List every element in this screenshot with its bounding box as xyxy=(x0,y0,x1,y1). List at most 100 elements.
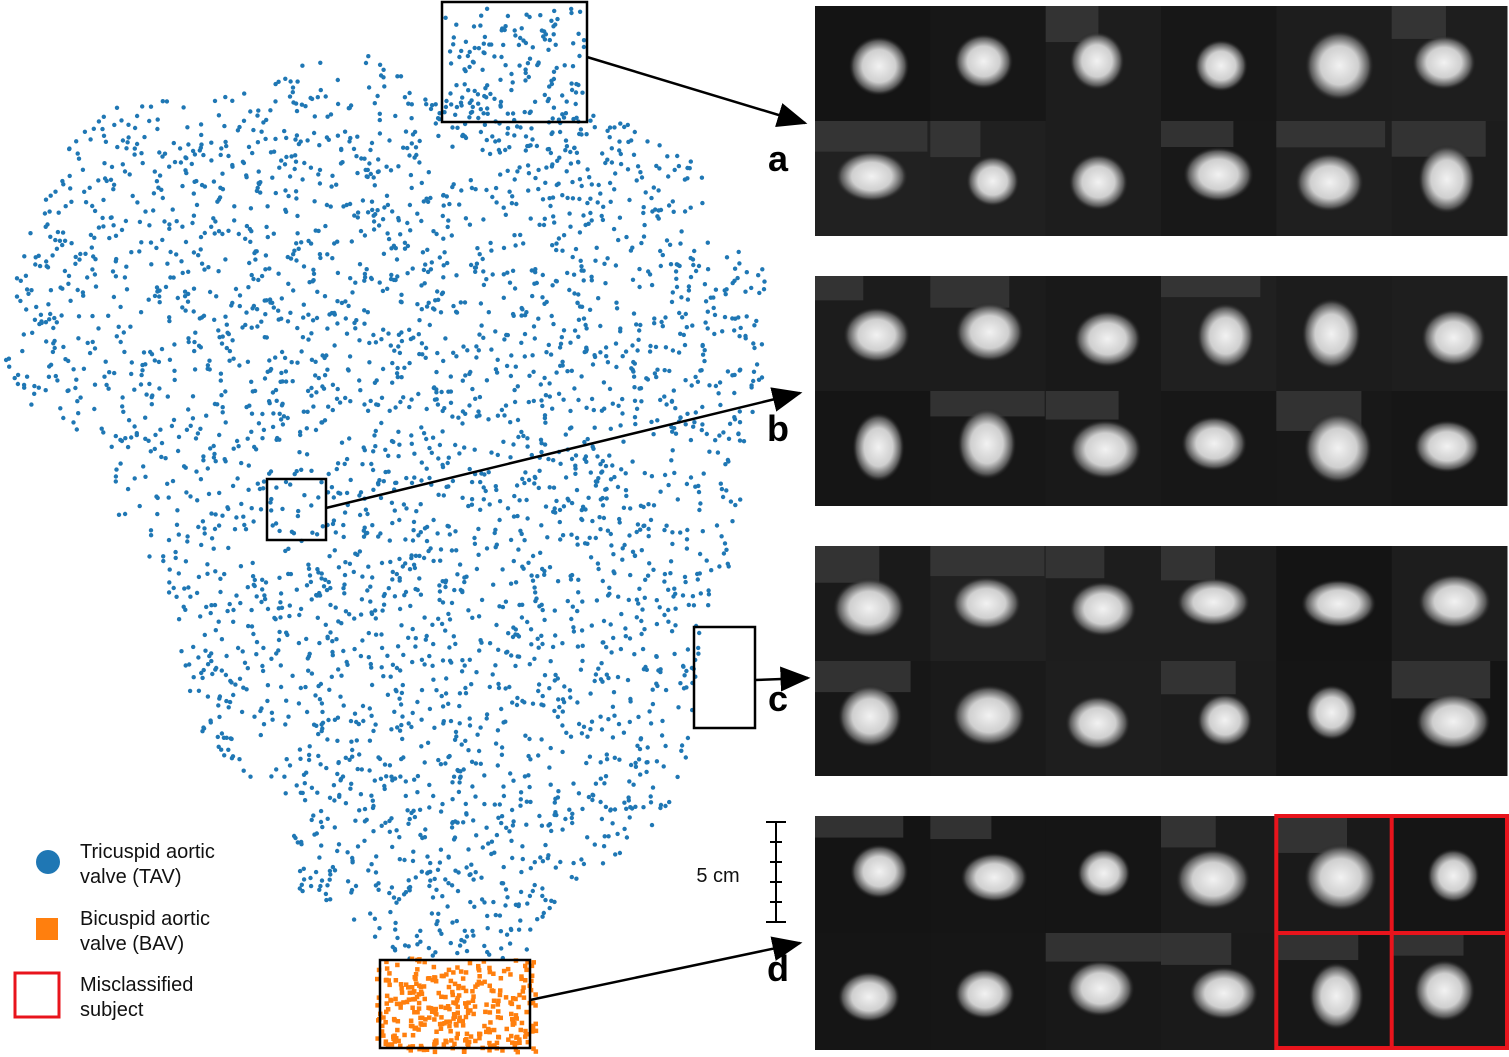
tav-point xyxy=(474,833,479,838)
tav-point xyxy=(576,577,581,582)
tav-point xyxy=(244,310,249,315)
tav-point xyxy=(525,61,531,66)
bav-point xyxy=(497,992,503,998)
tav-point xyxy=(448,400,454,405)
tav-point xyxy=(269,496,274,502)
tav-point xyxy=(353,883,359,889)
tav-point xyxy=(352,711,358,716)
tav-point xyxy=(325,367,330,372)
tav-point xyxy=(532,481,537,486)
bav-point xyxy=(394,1036,399,1041)
tav-point xyxy=(607,125,613,130)
tav-point xyxy=(207,358,212,363)
tav-point xyxy=(676,350,682,355)
tav-point xyxy=(558,461,563,466)
tav-point xyxy=(437,255,442,260)
bav-point xyxy=(421,984,427,989)
tav-point xyxy=(335,299,340,304)
tav-point xyxy=(209,511,214,516)
tav-point xyxy=(395,374,400,380)
tav-point xyxy=(235,476,240,481)
tav-point xyxy=(185,539,190,544)
tav-point xyxy=(468,110,474,116)
tav-point xyxy=(22,254,27,259)
tav-point xyxy=(309,96,315,102)
bav-point xyxy=(488,1043,493,1049)
tav-point xyxy=(482,943,487,949)
tav-point xyxy=(220,171,225,176)
tav-point xyxy=(415,773,421,779)
tav-point xyxy=(371,803,376,809)
tav-point xyxy=(600,578,605,584)
tav-point xyxy=(132,387,137,392)
tav-point xyxy=(709,568,714,573)
tav-point xyxy=(521,241,526,246)
tav-point xyxy=(387,138,392,143)
tav-point xyxy=(498,99,504,105)
bav-point xyxy=(381,1015,386,1020)
tav-point xyxy=(354,154,359,159)
tav-point xyxy=(542,301,547,306)
tav-point xyxy=(280,422,286,427)
tav-point xyxy=(658,397,663,403)
tav-point xyxy=(580,517,585,523)
thumbnail-shade xyxy=(1161,933,1232,965)
tav-point xyxy=(605,157,610,162)
tav-point xyxy=(408,172,414,178)
tav-point xyxy=(545,147,550,152)
tav-point xyxy=(506,631,511,636)
tav-point xyxy=(684,668,689,674)
tav-point xyxy=(278,591,284,596)
tav-point xyxy=(655,683,660,689)
tav-point xyxy=(584,405,589,410)
tav-point xyxy=(58,406,63,411)
tav-point xyxy=(448,718,454,724)
tav-point xyxy=(486,417,491,422)
tav-point xyxy=(183,308,188,313)
tav-point xyxy=(495,413,501,418)
tav-point xyxy=(501,272,506,277)
bav-point xyxy=(406,985,411,990)
tav-point xyxy=(600,679,605,684)
valve-blob xyxy=(1305,30,1374,101)
tav-point xyxy=(354,318,359,323)
bav-point xyxy=(508,972,513,977)
tav-point xyxy=(436,297,441,302)
tav-point xyxy=(307,573,313,578)
tav-point xyxy=(628,762,634,768)
tav-point xyxy=(192,339,197,345)
bav-point xyxy=(443,1005,448,1011)
tav-point xyxy=(344,456,350,462)
tav-point xyxy=(550,406,555,411)
tav-point xyxy=(604,496,609,501)
tav-point xyxy=(262,593,267,598)
tav-point xyxy=(666,482,671,488)
tav-point xyxy=(365,588,370,593)
tav-point xyxy=(722,314,728,320)
bav-point xyxy=(463,1014,469,1020)
tav-point xyxy=(569,572,575,578)
thumbnail-shade xyxy=(1161,816,1216,848)
tav-point xyxy=(508,373,514,379)
tav-point xyxy=(512,399,518,405)
tav-point xyxy=(752,345,757,351)
tav-point xyxy=(459,937,464,943)
bav-point xyxy=(446,984,452,990)
tav-point xyxy=(572,386,577,391)
tav-point xyxy=(540,893,545,899)
bav-point xyxy=(524,1009,529,1015)
tav-point xyxy=(584,132,589,137)
tav-point xyxy=(474,670,479,675)
tav-point xyxy=(334,182,339,187)
tav-point xyxy=(373,632,379,637)
tav-point xyxy=(410,710,415,716)
bav-point xyxy=(461,1049,467,1054)
bav-point xyxy=(454,998,460,1003)
tav-point xyxy=(696,645,701,651)
tav-point xyxy=(577,53,582,59)
tav-point xyxy=(274,767,279,772)
tav-point xyxy=(692,248,697,254)
tav-point xyxy=(139,372,144,378)
tav-point xyxy=(680,593,686,598)
tav-point xyxy=(350,290,355,295)
